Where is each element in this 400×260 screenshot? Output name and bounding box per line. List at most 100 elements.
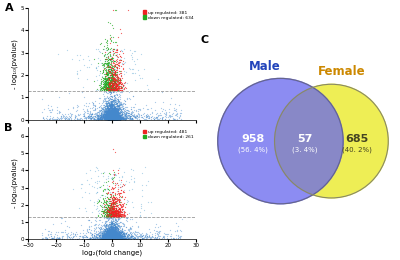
- Point: [107, 211, 113, 215]
- Point: [112, 235, 118, 239]
- Point: [102, 116, 109, 120]
- Point: [116, 200, 122, 204]
- Point: [104, 115, 110, 119]
- Point: [112, 85, 119, 89]
- Point: [108, 214, 114, 218]
- Point: [110, 209, 116, 213]
- Point: [109, 114, 116, 119]
- Point: [104, 104, 110, 108]
- Point: [91, 237, 98, 241]
- Point: [102, 113, 109, 117]
- Point: [154, 76, 161, 81]
- Point: [107, 237, 114, 241]
- Point: [117, 237, 124, 241]
- Point: [102, 230, 108, 235]
- Point: [136, 234, 142, 238]
- Point: [114, 115, 121, 119]
- Point: [81, 95, 87, 100]
- Point: [113, 236, 119, 240]
- Point: [106, 115, 112, 119]
- Point: [110, 107, 116, 111]
- Point: [116, 86, 123, 90]
- Point: [120, 232, 127, 236]
- Point: [106, 214, 113, 218]
- Point: [112, 213, 119, 218]
- Point: [104, 207, 110, 211]
- Point: [133, 115, 140, 119]
- Point: [100, 235, 106, 239]
- Point: [122, 231, 129, 235]
- Point: [106, 88, 112, 92]
- Point: [108, 235, 115, 239]
- Point: [97, 214, 103, 219]
- Point: [110, 98, 116, 102]
- Point: [59, 235, 65, 239]
- Point: [108, 108, 115, 112]
- Point: [143, 115, 149, 119]
- Point: [115, 117, 121, 121]
- Point: [103, 82, 109, 86]
- Point: [107, 74, 114, 78]
- Point: [92, 235, 98, 239]
- Point: [111, 113, 118, 117]
- Point: [108, 237, 115, 241]
- Point: [110, 116, 116, 120]
- Point: [112, 227, 119, 231]
- Point: [110, 79, 116, 83]
- Point: [100, 62, 106, 66]
- Point: [108, 234, 115, 238]
- Point: [104, 114, 110, 118]
- Point: [137, 235, 143, 239]
- Point: [107, 235, 114, 239]
- Point: [108, 86, 114, 90]
- Point: [105, 232, 112, 236]
- Point: [110, 234, 117, 238]
- Point: [108, 226, 115, 230]
- Point: [110, 208, 116, 212]
- Point: [110, 117, 116, 121]
- Point: [109, 237, 115, 241]
- Point: [111, 236, 118, 240]
- Point: [108, 229, 115, 233]
- Point: [110, 230, 117, 234]
- Point: [104, 230, 111, 235]
- Point: [137, 237, 144, 241]
- Point: [176, 116, 182, 121]
- Point: [112, 226, 118, 230]
- Point: [100, 107, 107, 112]
- Point: [103, 234, 109, 238]
- Point: [106, 236, 112, 240]
- Point: [154, 117, 160, 121]
- Point: [105, 113, 112, 117]
- Point: [102, 235, 108, 239]
- Point: [110, 235, 116, 239]
- Point: [116, 216, 122, 220]
- Point: [113, 110, 119, 114]
- Point: [108, 92, 114, 96]
- Point: [111, 115, 117, 119]
- Point: [110, 116, 117, 120]
- Point: [116, 116, 122, 120]
- Point: [108, 214, 115, 219]
- Point: [122, 111, 129, 115]
- Point: [121, 108, 128, 112]
- Point: [105, 110, 111, 114]
- Point: [108, 210, 115, 214]
- Point: [112, 235, 118, 239]
- Point: [168, 114, 174, 118]
- Point: [95, 56, 101, 60]
- Point: [109, 112, 115, 116]
- Point: [112, 96, 119, 100]
- Point: [129, 116, 135, 120]
- Point: [106, 232, 112, 236]
- Point: [119, 112, 125, 116]
- Point: [107, 236, 114, 240]
- Point: [109, 237, 116, 241]
- Point: [106, 235, 112, 239]
- Point: [110, 236, 116, 240]
- Point: [118, 237, 125, 241]
- Point: [102, 85, 108, 89]
- Point: [110, 115, 116, 119]
- Point: [101, 88, 108, 92]
- Point: [48, 236, 55, 240]
